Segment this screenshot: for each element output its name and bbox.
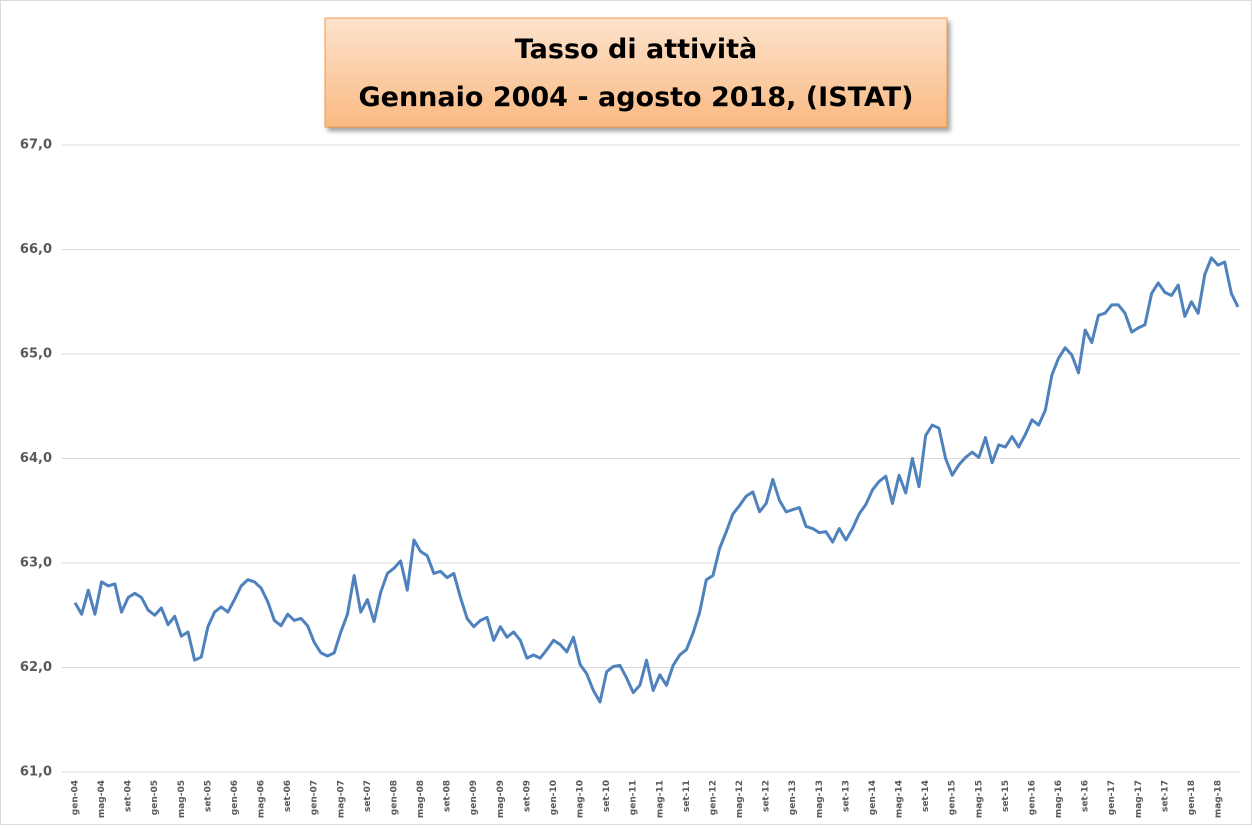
x-tick-label: mag-13 — [815, 780, 825, 818]
x-tick-label: mag-05 — [177, 780, 187, 818]
y-tick-label: 67,0 — [20, 138, 52, 153]
x-tick-label: mag-14 — [895, 780, 905, 818]
y-tick-label: 65,0 — [20, 347, 52, 362]
x-tick-label: set-13 — [841, 780, 851, 812]
y-tick-label: 64,0 — [20, 451, 52, 466]
x-tick-label: gen-15 — [948, 780, 958, 815]
chart-title: Tasso di attività — [515, 34, 758, 65]
x-tick-label: gen-07 — [310, 780, 320, 815]
x-tick-label: gen-17 — [1107, 780, 1117, 815]
x-tick-label: gen-05 — [150, 780, 160, 815]
x-tick-label: mag-10 — [576, 780, 586, 818]
y-tick-label: 63,0 — [20, 556, 52, 571]
x-tick-label: set-08 — [443, 780, 453, 812]
x-tick-label: mag-17 — [1134, 780, 1144, 818]
x-tick-label: mag-18 — [1214, 780, 1224, 818]
x-tick-label: mag-08 — [416, 780, 426, 818]
x-tick-label: mag-09 — [496, 780, 506, 818]
x-tick-label: set-10 — [602, 780, 612, 812]
x-tick-label: set-12 — [762, 780, 772, 812]
x-tick-label: mag-06 — [257, 780, 267, 818]
x-tick-label: set-05 — [203, 780, 213, 812]
y-tick-label: 66,0 — [20, 242, 52, 257]
x-tick-label: mag-16 — [1054, 780, 1064, 818]
title-box — [324, 17, 948, 128]
x-tick-label: set-07 — [363, 780, 373, 812]
x-tick-label: gen-11 — [629, 780, 639, 815]
y-tick-label: 61,0 — [20, 765, 52, 780]
x-tick-label: gen-14 — [868, 780, 878, 815]
x-tick-label: mag-12 — [735, 780, 745, 818]
x-tick-label: set-15 — [1001, 780, 1011, 812]
x-tick-label: gen-10 — [549, 780, 559, 815]
x-tick-label: gen-13 — [788, 780, 798, 815]
x-tick-label: set-04 — [124, 780, 134, 812]
y-tick-label: 62,0 — [20, 660, 52, 675]
x-tick-label: set-17 — [1160, 780, 1170, 812]
chart-title: Gennaio 2004 - agosto 2018, (ISTAT) — [358, 82, 913, 113]
x-tick-label: mag-11 — [655, 780, 665, 818]
x-tick-label: mag-15 — [974, 780, 984, 818]
x-tick-label: set-16 — [1081, 780, 1091, 812]
x-tick-label: set-06 — [283, 780, 293, 812]
x-tick-label: mag-07 — [336, 780, 346, 818]
x-tick-label: set-14 — [921, 780, 931, 812]
x-tick-label: mag-04 — [97, 780, 107, 818]
x-tick-label: gen-16 — [1027, 780, 1037, 815]
x-tick-label: gen-04 — [71, 780, 81, 815]
data-line — [73, 256, 1240, 704]
x-tick-label: set-11 — [682, 780, 692, 812]
x-tick-label: gen-12 — [708, 780, 718, 815]
x-tick-label: gen-06 — [230, 780, 240, 815]
x-tick-label: gen-18 — [1187, 780, 1197, 815]
x-tick-label: gen-09 — [469, 780, 479, 815]
x-tick-label: gen-08 — [389, 780, 399, 815]
x-tick-label: set-09 — [522, 780, 532, 812]
